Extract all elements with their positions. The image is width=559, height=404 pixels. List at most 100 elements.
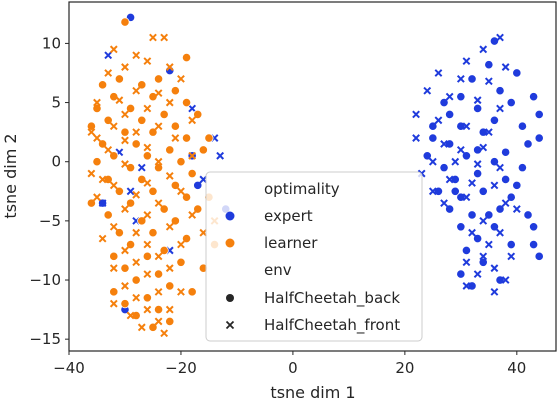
data-point [529,92,539,102]
data-point [188,211,197,219]
data-point [445,92,454,101]
data-point [137,174,147,185]
data-point [523,210,533,220]
data-point [154,122,163,131]
data-point [177,74,185,83]
data-point [165,305,174,314]
data-point [428,187,437,196]
data-point [187,168,197,179]
data-point [456,269,466,279]
data-point [422,151,432,161]
data-point [468,228,476,237]
data-point [92,103,102,114]
data-point [461,245,472,256]
data-point [142,293,152,303]
data-point [93,193,101,202]
data-point [153,163,164,173]
data-point [159,245,169,256]
data-point [97,139,108,149]
data-point [109,287,119,297]
data-point [109,151,119,161]
data-point [478,186,488,196]
data-point [165,281,175,291]
data-point [104,145,113,154]
data-point [159,109,169,119]
data-point [181,53,192,63]
x-tick-label: −40 [53,359,85,377]
data-point [489,36,500,46]
data-point [188,104,197,113]
legend-marker-halfcheetah-back [226,294,234,302]
data-point [114,186,124,196]
data-point [181,133,192,143]
data-point [103,115,113,125]
data-point [534,251,544,261]
data-point [154,287,163,296]
data-point [131,275,141,285]
data-point [148,186,158,196]
data-point [507,252,516,261]
data-point [143,179,152,187]
y-axis-ticks: −15 −10 −5 0 5 10 [29,34,69,348]
data-point [473,160,482,168]
data-point [188,151,197,160]
data-point [512,180,522,190]
data-point [506,192,516,202]
data-point [434,116,443,125]
legend-label-learner: learner [264,234,318,252]
data-point [154,89,163,98]
data-point [165,264,174,273]
data-point [450,186,460,196]
data-point [506,239,516,250]
data-point [484,240,493,249]
data-point [512,68,522,78]
data-point [484,77,493,86]
data-point [98,175,107,184]
legend-title-env: env [264,261,292,279]
data-point [93,134,101,142]
data-point [143,143,152,152]
data-point [143,211,152,219]
data-point [114,74,124,84]
data-point [456,145,465,154]
data-point [125,239,136,250]
data-point [148,92,158,102]
data-point [121,110,129,119]
data-point [193,180,203,190]
data-point [137,216,147,226]
data-point [462,57,471,66]
data-point [115,96,124,105]
data-point [473,96,482,105]
data-point [412,110,420,119]
data-point [125,198,136,208]
data-point [154,317,163,326]
data-point [177,187,185,196]
data-point [87,128,96,137]
data-point [439,163,449,173]
data-point [479,45,488,54]
data-point [473,270,482,279]
data-point [132,190,141,199]
data-point [137,115,147,125]
data-point [165,145,175,155]
data-point [495,86,505,96]
data-point [154,199,163,208]
data-point [93,98,101,107]
data-point [132,128,141,137]
data-point [489,157,500,167]
data-point [478,257,488,267]
data-point [461,151,472,161]
data-point [439,97,449,108]
data-point [517,121,528,131]
legend-marker-learner [225,238,235,248]
data-point [97,80,108,90]
data-point [143,57,152,66]
data-point [490,181,499,190]
data-point [193,109,203,119]
data-point [473,234,483,244]
data-point [188,116,197,125]
data-point [137,80,147,90]
data-point [120,17,130,27]
data-point [506,97,516,108]
data-point [109,264,118,273]
